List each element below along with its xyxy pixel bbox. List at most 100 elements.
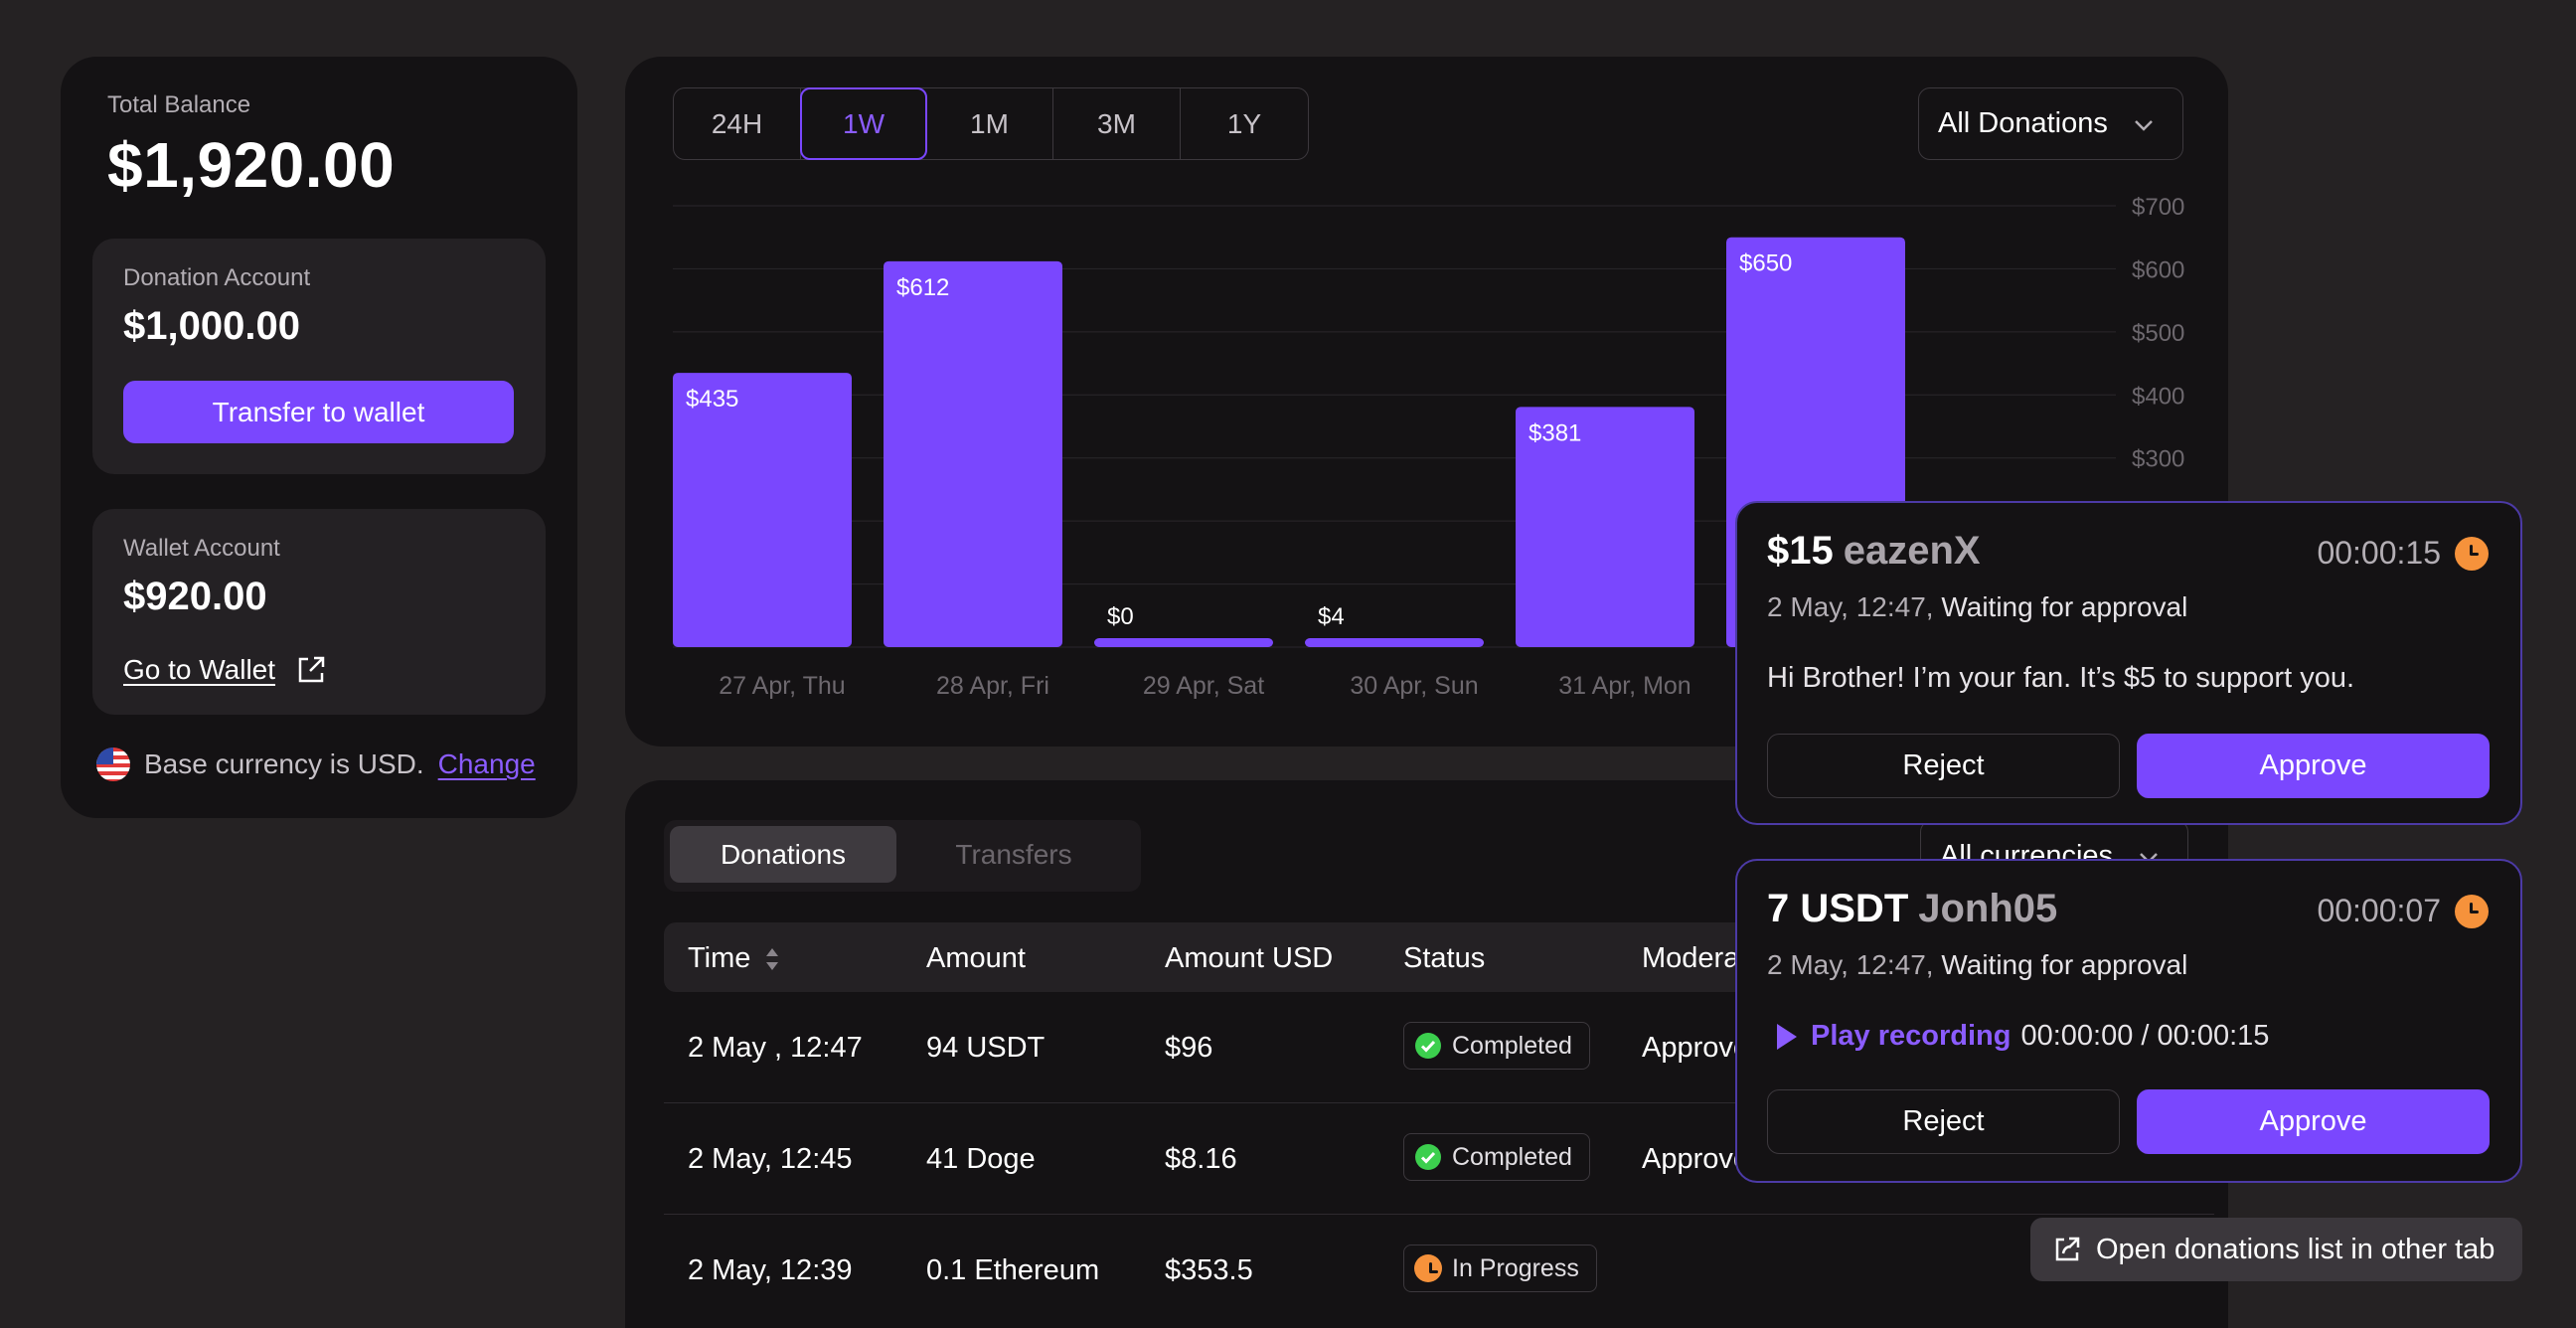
column-amount-usd: Amount USD bbox=[1165, 942, 1334, 974]
open-in-new-tab-icon bbox=[2055, 1237, 2080, 1261]
wallet-account-label: Wallet Account bbox=[123, 535, 280, 562]
y-tick-label: $600 bbox=[2132, 256, 2184, 283]
cell-amount: 41 Doge bbox=[926, 1143, 1036, 1175]
column-moderation: Modera bbox=[1642, 942, 1740, 974]
popup-status-line: 2 May, 12:47, Waiting for approval bbox=[1767, 591, 2187, 623]
donation-approval-popup: 7 USDT Jonh05 00:00:07 2 May, 12:47, Wait… bbox=[1735, 859, 2522, 1183]
y-tick-label: $700 bbox=[2132, 194, 2184, 221]
change-currency-link[interactable]: Change bbox=[437, 748, 536, 779]
table-row[interactable]: 2 May , 12:47 94 USDT $96 Completed Appr… bbox=[664, 992, 2214, 1103]
open-donations-list-button[interactable]: Open donations list in other tab bbox=[2030, 1218, 2522, 1281]
sort-icon[interactable] bbox=[764, 946, 780, 972]
table-row[interactable]: 2 May, 12:45 41 Doge $8.16 Completed App… bbox=[664, 1103, 2214, 1215]
bar-value-label: $0 bbox=[1107, 603, 1134, 630]
approve-button[interactable]: Approve bbox=[2137, 734, 2490, 798]
go-to-wallet-label: Go to Wallet bbox=[123, 654, 276, 685]
x-tick-label: 27 Apr, Thu bbox=[719, 672, 845, 700]
range-tab-3m[interactable]: 3M bbox=[1053, 88, 1181, 159]
status-text: In Progress bbox=[1452, 1253, 1579, 1282]
donation-type-select[interactable]: All Donations bbox=[1918, 87, 2183, 160]
status-text: Completed bbox=[1452, 1031, 1572, 1060]
chevron-down-icon bbox=[2135, 120, 2153, 131]
play-recording-row: Play recording 00:00:00 / 00:00:15 bbox=[1777, 1020, 2269, 1053]
status-badge: Completed bbox=[1403, 1133, 1590, 1181]
column-time[interactable]: Time bbox=[688, 942, 780, 975]
cell-moderation: Approve bbox=[1642, 1143, 1750, 1175]
y-tick-label: $500 bbox=[2132, 320, 2184, 347]
donation-account-card: Donation Account $1,000.00 Transfer to w… bbox=[92, 239, 546, 474]
bar-value-label: $650 bbox=[1739, 250, 1792, 277]
cell-amount-usd: $96 bbox=[1165, 1032, 1213, 1064]
reject-button[interactable]: Reject bbox=[1767, 1089, 2120, 1154]
clock-icon bbox=[1414, 1254, 1442, 1282]
popup-date: 2 May, 12:47, bbox=[1767, 949, 1934, 980]
x-tick-label: 30 Apr, Sun bbox=[1350, 672, 1478, 700]
us-flag-icon bbox=[96, 747, 130, 781]
popup-date: 2 May, 12:47, bbox=[1767, 591, 1934, 622]
cell-time: 2 May, 12:45 bbox=[688, 1143, 853, 1175]
popup-donor-name: Jonh05 bbox=[1918, 887, 2058, 930]
cell-moderation: Approve bbox=[1642, 1032, 1750, 1064]
cell-amount: 0.1 Ethereum bbox=[926, 1254, 1100, 1286]
cell-amount: 94 USDT bbox=[926, 1032, 1046, 1064]
range-tab-24h[interactable]: 24H bbox=[674, 88, 801, 159]
go-to-wallet-link[interactable]: Go to Wallet bbox=[123, 654, 327, 686]
y-tick-label: $400 bbox=[2132, 383, 2184, 410]
popup-title: $15 eazenX bbox=[1767, 529, 1981, 574]
popup-title: 7 USDT Jonh05 bbox=[1767, 887, 2057, 931]
range-tab-1y[interactable]: 1Y bbox=[1226, 107, 1262, 139]
external-link-icon bbox=[298, 656, 325, 683]
bar-value-label: $381 bbox=[1529, 419, 1581, 446]
play-recording-button[interactable]: Play recording bbox=[1777, 1020, 2011, 1053]
bar-value-label: $4 bbox=[1318, 603, 1345, 630]
popup-amount: 7 USDT bbox=[1767, 887, 1909, 930]
clock-icon bbox=[2455, 894, 2489, 928]
tab-donations[interactable]: Donations bbox=[670, 826, 896, 883]
bar bbox=[673, 373, 852, 647]
cell-amount-usd: $8.16 bbox=[1165, 1143, 1237, 1175]
donation-type-value: All Donations bbox=[1938, 107, 2108, 139]
bar bbox=[1094, 638, 1273, 647]
check-circle-icon bbox=[1415, 1144, 1441, 1170]
table-row[interactable]: 2 May, 12:39 0.1 Ethereum $353.5 In Prog… bbox=[664, 1215, 2214, 1326]
column-time-label: Time bbox=[688, 942, 751, 974]
cell-time: 2 May , 12:47 bbox=[688, 1032, 863, 1064]
bar-value-label: $435 bbox=[686, 386, 738, 413]
wallet-account-value: $920.00 bbox=[123, 575, 267, 618]
check-circle-icon bbox=[1415, 1033, 1441, 1059]
reject-button[interactable]: Reject bbox=[1767, 734, 2120, 798]
popup-message: Hi Brother! I’m your fan. It’s $5 to sup… bbox=[1767, 662, 2355, 694]
status-text: Completed bbox=[1452, 1142, 1572, 1171]
play-icon bbox=[1777, 1023, 1797, 1050]
range-tab-1m[interactable]: 1M bbox=[926, 88, 1053, 159]
time-range-tabs: 24H 1W 1M 3M 1Y bbox=[673, 87, 1309, 160]
table-tabs: Donations Transfers bbox=[664, 820, 1141, 892]
y-tick-label: $300 bbox=[2132, 446, 2184, 473]
donation-account-label: Donation Account bbox=[123, 264, 311, 291]
transfer-to-wallet-button[interactable]: Transfer to wallet bbox=[123, 381, 514, 443]
range-tab-1w[interactable]: 1W bbox=[800, 87, 927, 160]
popup-donor-name: eazenX bbox=[1843, 529, 1981, 573]
base-currency-text: Base currency is USD. bbox=[144, 748, 424, 779]
popup-state: Waiting for approval bbox=[1941, 949, 2188, 980]
popup-timer-value: 00:00:07 bbox=[2317, 893, 2441, 928]
popup-timer: 00:00:15 bbox=[2317, 535, 2489, 572]
x-tick-label: 29 Apr, Sat bbox=[1143, 672, 1264, 700]
status-badge: Completed bbox=[1403, 1022, 1590, 1070]
bar-value-label: $612 bbox=[896, 274, 949, 301]
play-recording-label: Play recording bbox=[1811, 1020, 2012, 1052]
approve-button[interactable]: Approve bbox=[2137, 1089, 2490, 1154]
donation-account-value: $1,000.00 bbox=[123, 304, 300, 348]
bar bbox=[884, 260, 1062, 647]
recording-time: 00:00:00 / 00:00:15 bbox=[2020, 1020, 2270, 1052]
popup-timer-value: 00:00:15 bbox=[2317, 535, 2441, 571]
total-balance-value: $1,920.00 bbox=[107, 129, 396, 201]
cell-time: 2 May, 12:39 bbox=[688, 1254, 853, 1286]
x-tick-label: 28 Apr, Fri bbox=[936, 672, 1049, 700]
bar bbox=[1516, 407, 1694, 647]
tab-transfers[interactable]: Transfers bbox=[955, 838, 1072, 870]
popup-state: Waiting for approval bbox=[1941, 591, 2188, 622]
popup-timer: 00:00:07 bbox=[2317, 893, 2489, 929]
column-status: Status bbox=[1403, 942, 1486, 974]
open-donations-list-label: Open donations list in other tab bbox=[2096, 1233, 2496, 1265]
